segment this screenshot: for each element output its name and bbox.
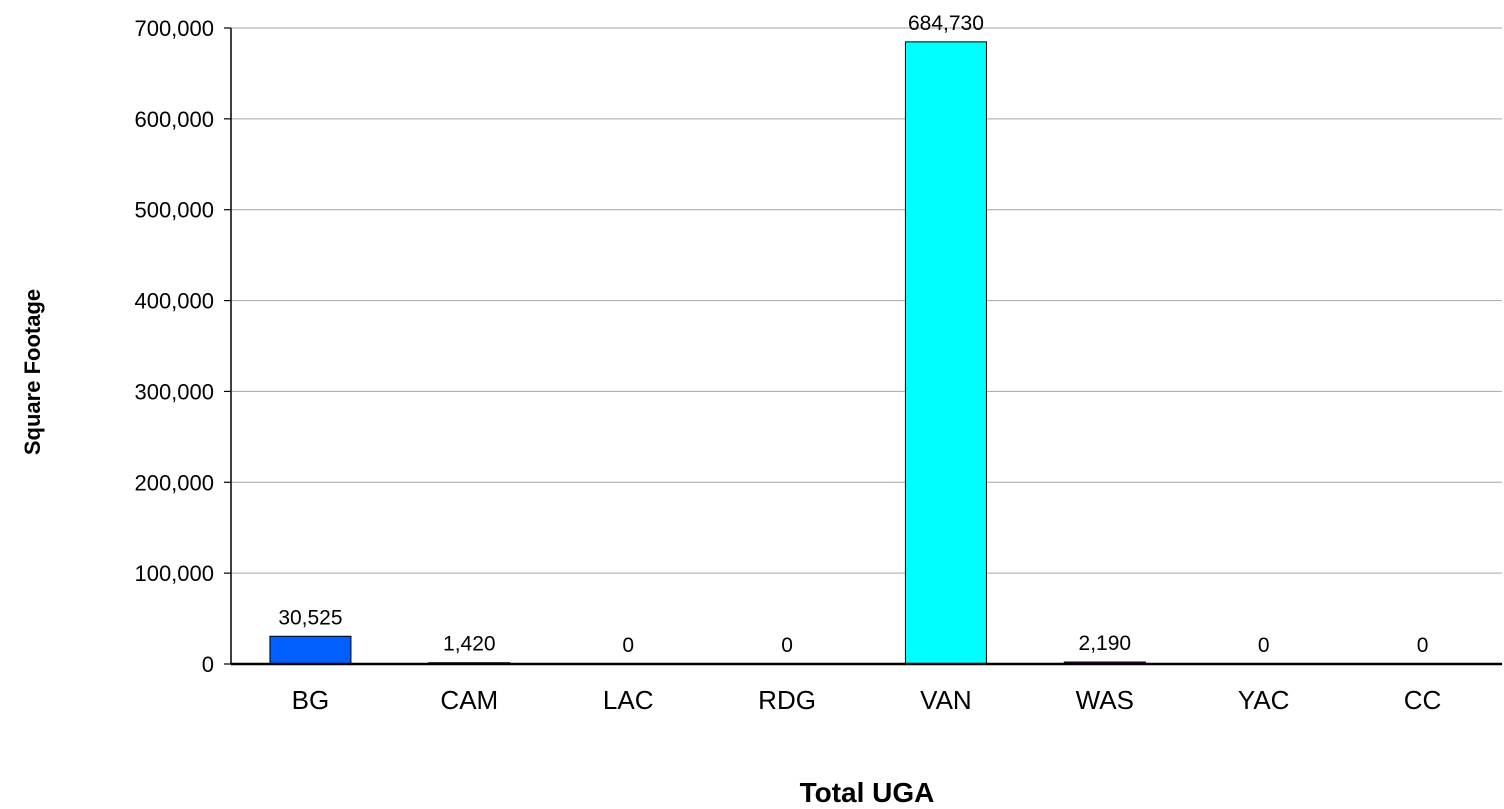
data-label-cam: 1,420 xyxy=(443,633,496,656)
bars xyxy=(269,41,1146,665)
data-label-van: 684,730 xyxy=(908,12,984,35)
data-labels: 30,525 1,420 0 0 684,730 2,190 0 0 xyxy=(278,12,1428,657)
data-label-cc: 0 xyxy=(1417,634,1429,657)
x-tick-label-van: VAN xyxy=(920,685,972,715)
bar-bg xyxy=(269,635,352,665)
y-axis-title: Square Footage xyxy=(20,289,45,455)
x-tick-label-was: WAS xyxy=(1076,685,1134,715)
x-tick-label-lac: LAC xyxy=(603,685,654,715)
x-axis-title: Total UGA xyxy=(800,777,935,808)
gridlines xyxy=(224,27,1502,665)
data-label-was: 2,190 xyxy=(1079,632,1132,655)
data-label-rdg: 0 xyxy=(781,634,793,657)
y-tick-label: 300,000 xyxy=(134,379,214,404)
data-label-lac: 0 xyxy=(622,634,634,657)
x-category-labels: BG CAM LAC RDG VAN WAS YAC CC xyxy=(292,685,1442,715)
y-tick-labels: 0 100,000 200,000 300,000 400,000 500,000 600,… xyxy=(134,16,214,677)
y-tick-label: 700,000 xyxy=(134,16,214,41)
x-tick-label-cc: CC xyxy=(1404,685,1442,715)
data-label-bg: 30,525 xyxy=(278,606,342,629)
bar-van xyxy=(904,41,987,665)
y-tick-label: 100,000 xyxy=(134,561,214,586)
y-tick-label: 400,000 xyxy=(134,289,214,314)
y-tick-label: 200,000 xyxy=(134,470,214,495)
x-tick-label-yac: YAC xyxy=(1238,685,1290,715)
x-tick-label-cam: CAM xyxy=(440,685,498,715)
x-tick-label-rdg: RDG xyxy=(758,685,816,715)
x-tick-label-bg: BG xyxy=(292,685,330,715)
data-label-yac: 0 xyxy=(1258,634,1270,657)
y-tick-label: 600,000 xyxy=(134,107,214,132)
y-tick-label: 500,000 xyxy=(134,198,214,223)
axes xyxy=(230,28,1502,666)
y-tick-label: 0 xyxy=(202,652,214,677)
